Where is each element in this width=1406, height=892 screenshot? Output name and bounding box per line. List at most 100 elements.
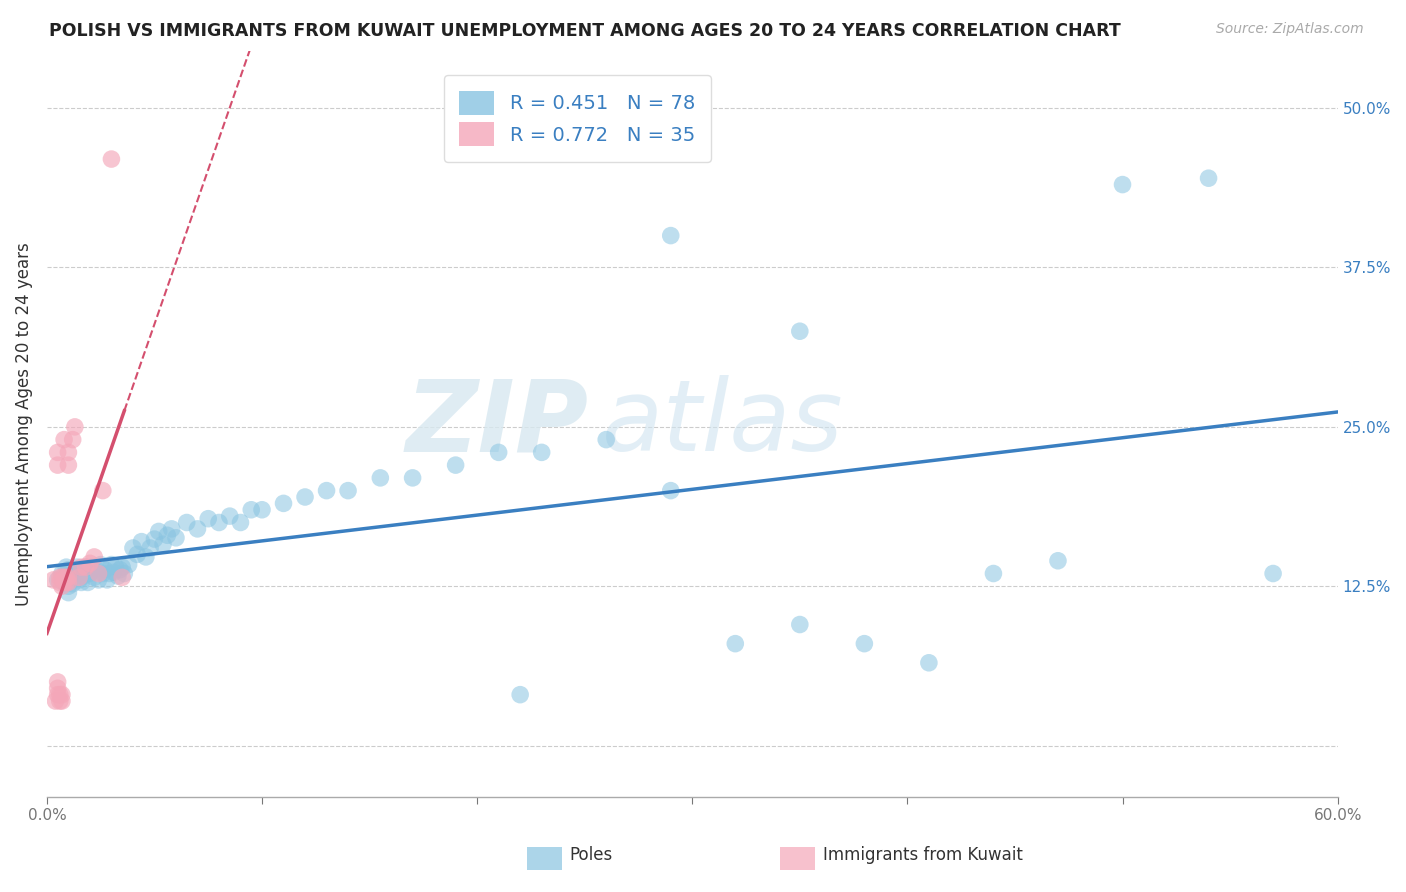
Text: Immigrants from Kuwait: Immigrants from Kuwait bbox=[823, 846, 1022, 863]
Point bbox=[46, 681, 69, 696]
Point bbox=[370, 471, 392, 485]
Point bbox=[53, 433, 76, 447]
Point bbox=[107, 569, 129, 583]
Point bbox=[117, 558, 139, 572]
Point bbox=[58, 570, 80, 584]
Point bbox=[87, 566, 110, 581]
Point bbox=[90, 558, 112, 572]
Point bbox=[83, 570, 105, 584]
Point bbox=[58, 575, 80, 590]
Point bbox=[108, 563, 131, 577]
Point bbox=[111, 560, 134, 574]
Point bbox=[49, 575, 72, 590]
Point bbox=[67, 573, 90, 587]
Point bbox=[46, 445, 69, 459]
Point bbox=[218, 509, 240, 524]
Point bbox=[94, 563, 117, 577]
Text: POLISH VS IMMIGRANTS FROM KUWAIT UNEMPLOYMENT AMONG AGES 20 TO 24 YEARS CORRELAT: POLISH VS IMMIGRANTS FROM KUWAIT UNEMPLO… bbox=[49, 22, 1121, 40]
Legend: R = 0.451   N = 78, R = 0.772   N = 35: R = 0.451 N = 78, R = 0.772 N = 35 bbox=[444, 75, 711, 161]
Point bbox=[58, 563, 80, 577]
Point bbox=[79, 557, 101, 571]
Point bbox=[51, 694, 73, 708]
Point bbox=[87, 573, 110, 587]
Point bbox=[143, 532, 166, 546]
Point bbox=[62, 433, 84, 447]
Point bbox=[122, 541, 145, 555]
Point bbox=[240, 502, 263, 516]
Point bbox=[51, 688, 73, 702]
Point bbox=[58, 569, 80, 583]
Point bbox=[49, 570, 72, 584]
Point bbox=[918, 656, 941, 670]
Point bbox=[46, 458, 69, 472]
Point bbox=[156, 528, 179, 542]
Point bbox=[853, 637, 876, 651]
Point bbox=[659, 483, 682, 498]
Point bbox=[51, 570, 73, 584]
Point bbox=[1046, 554, 1069, 568]
Point bbox=[111, 570, 134, 584]
Point bbox=[444, 458, 467, 472]
Point bbox=[98, 566, 121, 581]
Point bbox=[509, 688, 531, 702]
Point bbox=[55, 570, 77, 584]
Point bbox=[79, 566, 101, 581]
Point bbox=[91, 483, 114, 498]
Point bbox=[76, 575, 98, 590]
Point bbox=[315, 483, 337, 498]
Point bbox=[208, 516, 231, 530]
Point bbox=[789, 617, 811, 632]
Text: atlas: atlas bbox=[602, 376, 844, 472]
Point bbox=[86, 563, 108, 577]
Point bbox=[72, 569, 94, 583]
Point bbox=[100, 558, 122, 572]
Point bbox=[53, 575, 76, 590]
Point bbox=[160, 522, 183, 536]
Point bbox=[186, 522, 208, 536]
Point bbox=[75, 560, 97, 574]
Point bbox=[46, 674, 69, 689]
Text: ZIP: ZIP bbox=[406, 376, 589, 472]
Point bbox=[165, 531, 187, 545]
Point bbox=[42, 573, 65, 587]
Point bbox=[1198, 171, 1220, 186]
Point bbox=[55, 575, 77, 590]
Point bbox=[197, 511, 219, 525]
Point bbox=[49, 688, 72, 702]
Point bbox=[488, 445, 510, 459]
Point bbox=[63, 566, 86, 581]
Y-axis label: Unemployment Among Ages 20 to 24 years: Unemployment Among Ages 20 to 24 years bbox=[15, 242, 32, 606]
Point bbox=[112, 566, 135, 581]
Point bbox=[100, 152, 122, 166]
Point bbox=[53, 570, 76, 584]
Point bbox=[66, 560, 89, 574]
Point bbox=[44, 694, 66, 708]
Point bbox=[55, 560, 77, 574]
Point bbox=[229, 516, 252, 530]
Point bbox=[67, 566, 90, 581]
Point bbox=[58, 458, 80, 472]
Point bbox=[80, 560, 103, 574]
Point bbox=[49, 694, 72, 708]
Point bbox=[70, 560, 93, 574]
Text: Poles: Poles bbox=[569, 846, 613, 863]
Point bbox=[46, 573, 69, 587]
Point bbox=[250, 502, 273, 516]
Point bbox=[104, 560, 127, 574]
Point bbox=[127, 548, 149, 562]
Point bbox=[724, 637, 747, 651]
Point bbox=[58, 445, 80, 459]
Point bbox=[294, 490, 316, 504]
Point bbox=[51, 579, 73, 593]
Point bbox=[83, 549, 105, 564]
Point bbox=[530, 445, 553, 459]
Point bbox=[1261, 566, 1284, 581]
Point bbox=[58, 579, 80, 593]
Point bbox=[1111, 178, 1133, 192]
Point bbox=[58, 585, 80, 599]
Point bbox=[62, 570, 84, 584]
Point bbox=[273, 496, 295, 510]
Point bbox=[62, 576, 84, 591]
Point bbox=[46, 688, 69, 702]
Point bbox=[53, 575, 76, 590]
